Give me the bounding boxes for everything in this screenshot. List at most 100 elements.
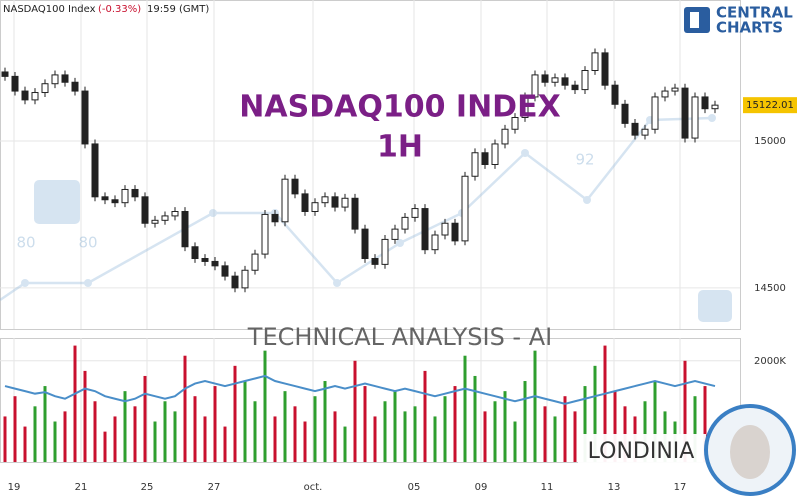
- volume-bar: [603, 345, 607, 462]
- ai-score: 80: [16, 234, 35, 252]
- candle-body: [581, 70, 589, 91]
- candle-body: [451, 222, 459, 242]
- brand-badge: LONDINIA: [578, 404, 796, 496]
- change: (-0.33%): [98, 4, 141, 15]
- ai-icon: [34, 180, 80, 224]
- volume-bars: [3, 345, 717, 462]
- volume-bar: [493, 401, 497, 462]
- last-price-label: 15122.01: [746, 100, 794, 111]
- candle-body: [291, 178, 299, 195]
- candle-body: [421, 208, 429, 251]
- candle-body: [651, 96, 659, 130]
- volume-bar: [223, 426, 227, 462]
- volume-bar: [63, 411, 67, 462]
- volume-bar: [23, 426, 27, 462]
- candle-body: [181, 211, 189, 248]
- candle-body: [261, 213, 269, 255]
- ai-watermark: 80 80 92: [0, 114, 732, 322]
- candle-body: [131, 188, 139, 198]
- candle-body: [591, 52, 599, 71]
- volume-bar: [273, 416, 277, 462]
- y-tick-label: 2000K: [754, 356, 786, 367]
- candle-body: [301, 193, 309, 212]
- volume-bar: [383, 401, 387, 462]
- candle-body: [661, 90, 669, 98]
- candle-body: [521, 96, 529, 118]
- volume-bar: [53, 421, 57, 462]
- volume-bar: [693, 396, 697, 462]
- volume-bar: [153, 421, 157, 462]
- volume-bar: [473, 375, 477, 462]
- candle-body: [191, 246, 199, 259]
- volume-bar: [583, 386, 587, 462]
- volume-bar: [83, 370, 87, 462]
- candle-body: [611, 84, 619, 105]
- volume-bar: [373, 416, 377, 462]
- candle-body: [11, 75, 19, 92]
- volume-bar: [543, 406, 547, 462]
- volume-bar: [523, 381, 527, 462]
- candle-body: [371, 258, 379, 265]
- candle-body: [101, 196, 109, 201]
- x-tick-label: oct.: [304, 482, 323, 493]
- volume-bar: [363, 386, 367, 462]
- candle-body: [21, 90, 29, 101]
- volume-bar: [183, 355, 187, 462]
- candle-body: [111, 199, 119, 204]
- candle-body: [621, 103, 629, 124]
- volume-bar: [213, 386, 217, 462]
- volume-bar: [683, 360, 687, 462]
- x-tick-label: 05: [408, 482, 421, 493]
- candle-body: [411, 208, 419, 218]
- volume-bar: [463, 355, 467, 462]
- candle-body: [231, 275, 239, 289]
- volume-bar: [433, 416, 437, 462]
- volume-bar: [353, 360, 357, 462]
- x-tick-label: 21: [75, 482, 88, 493]
- volume-bar: [113, 416, 117, 462]
- candle-body: [171, 211, 179, 217]
- volume-bar: [303, 421, 307, 462]
- candle-body: [691, 96, 699, 139]
- volume-bar: [73, 345, 77, 462]
- volume-average: [4, 374, 716, 405]
- candle-body: [251, 253, 259, 271]
- volume-bar: [163, 401, 167, 462]
- candle-body: [341, 197, 349, 208]
- candle-body: [201, 258, 209, 262]
- volume-bar: [133, 406, 137, 462]
- volume-bar: [263, 350, 267, 462]
- candle-body: [271, 213, 279, 223]
- candle-body: [431, 234, 439, 251]
- volume-bar: [93, 401, 97, 462]
- y-tick-label: 14500: [754, 283, 786, 294]
- x-tick-label: 17: [674, 482, 687, 493]
- ai-score: 80: [78, 234, 97, 252]
- logo: CENTRAL CHARTS: [684, 4, 793, 37]
- candle-body: [91, 143, 99, 198]
- candle-body: [61, 74, 69, 83]
- ai-line: [0, 116, 713, 302]
- candle-body: [391, 228, 399, 240]
- volume-bar: [43, 386, 47, 462]
- volume-bar: [483, 411, 487, 462]
- candle-body: [631, 122, 639, 136]
- volume-bar: [553, 416, 557, 462]
- candle-body: [161, 215, 169, 221]
- candle-body: [121, 188, 129, 204]
- x-tick-label: 13: [608, 482, 621, 493]
- candle-body: [491, 143, 499, 165]
- logo-text: CHARTS: [716, 19, 783, 37]
- volume-bar: [323, 381, 327, 462]
- candle-body: [321, 196, 329, 204]
- volume-bar: [123, 391, 127, 462]
- candle-body: [511, 117, 519, 130]
- candle-body: [481, 152, 489, 165]
- candle-body: [541, 74, 549, 83]
- candle-body: [561, 77, 569, 86]
- banner: TECHNICAL ANALYSIS - AI: [247, 323, 552, 351]
- candle-body: [311, 202, 319, 212]
- candle-body: [241, 269, 249, 289]
- volume-bar: [283, 391, 287, 462]
